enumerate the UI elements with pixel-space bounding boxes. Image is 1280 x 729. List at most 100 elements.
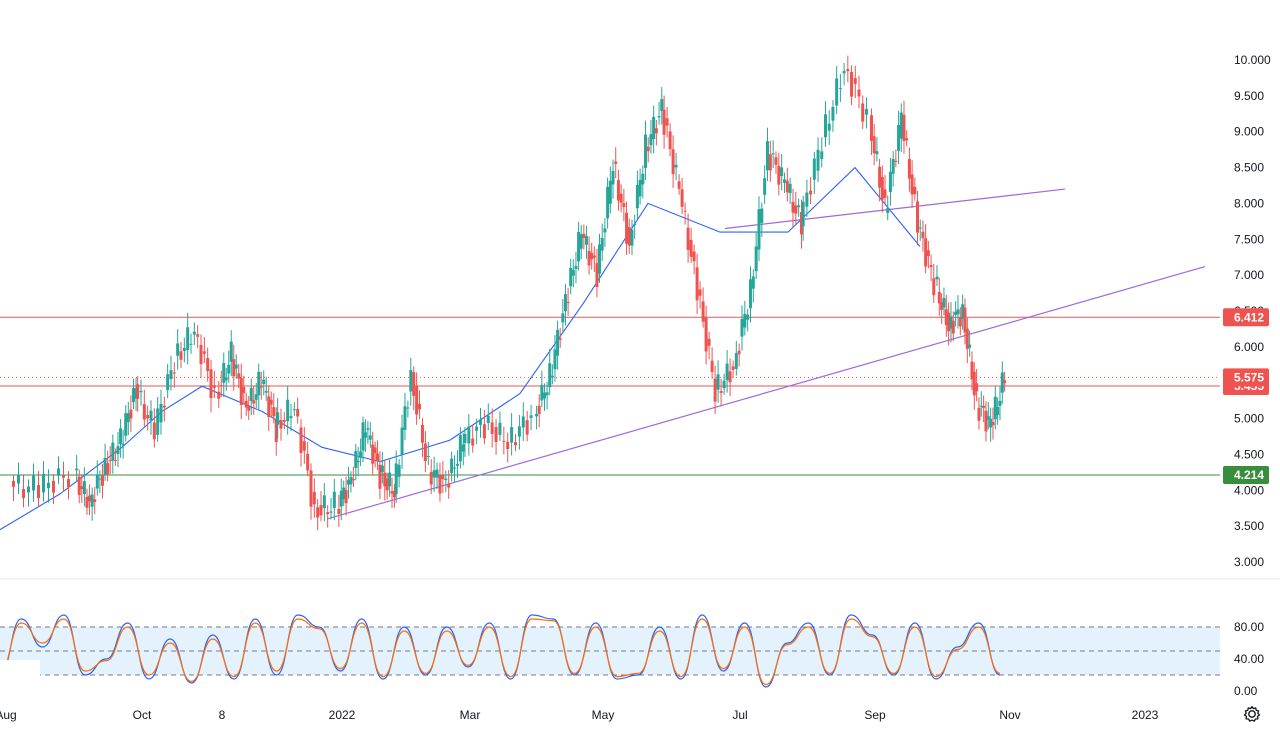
price-tag (1223, 368, 1269, 387)
candle (777, 165, 781, 185)
candle (619, 193, 623, 203)
stochastic-d-line (0, 618, 1001, 686)
candle (467, 426, 471, 444)
candle (309, 470, 313, 507)
candle (582, 233, 586, 238)
candle (322, 495, 326, 509)
candle (878, 166, 882, 188)
candle (984, 410, 988, 432)
stochastic-axis[interactable]: 80.00 40.00 0.00 (1234, 620, 1264, 698)
settings-button[interactable] (1242, 704, 1262, 724)
candle (400, 427, 404, 455)
candle (864, 108, 868, 115)
candle (57, 468, 60, 476)
candle (237, 373, 241, 379)
price-tick-label: 8.000 (1234, 196, 1264, 210)
candle (351, 478, 355, 481)
candle (975, 383, 979, 392)
candle (262, 379, 266, 385)
price-tick-label: 7.500 (1234, 232, 1264, 246)
candle (958, 317, 962, 327)
candle (577, 232, 581, 262)
candle (771, 153, 775, 155)
candle (566, 302, 570, 304)
candle (159, 403, 163, 423)
candle (441, 475, 445, 480)
candle (707, 338, 711, 346)
candle (791, 201, 795, 213)
gear-icon (1243, 705, 1261, 722)
candle (426, 455, 430, 457)
candle (279, 419, 283, 429)
candle (332, 491, 336, 508)
candle (88, 495, 92, 502)
candle (563, 294, 567, 312)
candle (85, 496, 89, 508)
candle (447, 483, 451, 488)
candle (644, 134, 648, 168)
candle (649, 134, 653, 146)
candle (354, 451, 358, 468)
candle (420, 424, 424, 443)
candle (926, 250, 930, 256)
candle (556, 329, 560, 356)
candle (799, 212, 803, 235)
candle (390, 491, 394, 494)
candle (942, 298, 946, 308)
candle (751, 276, 755, 289)
candle (196, 334, 200, 337)
candle (633, 224, 637, 226)
candle (743, 313, 747, 328)
candle (363, 432, 367, 438)
price-tick-label: 3.000 (1234, 555, 1264, 569)
candle (339, 490, 343, 507)
candle (630, 229, 634, 246)
candle (899, 112, 903, 139)
candle (611, 170, 615, 185)
price-pane[interactable] (0, 55, 1280, 580)
candle (142, 404, 146, 420)
candle (27, 486, 30, 493)
candle (998, 400, 1002, 406)
candle (780, 167, 784, 176)
candle (597, 244, 601, 274)
time-axis[interactable]: Aug Oct 8 2022 Mar May Jul Sep Nov 2023 (0, 708, 1159, 722)
candle (635, 184, 639, 209)
candle (415, 385, 419, 415)
candle (217, 391, 221, 399)
candle (963, 307, 967, 333)
candle (668, 131, 672, 150)
candle (542, 392, 546, 399)
price-tag-label: 5.575 (1234, 370, 1264, 384)
candle (846, 69, 850, 72)
candle (264, 390, 268, 393)
candle (113, 459, 117, 461)
candle (100, 475, 104, 486)
candle (680, 189, 684, 207)
candle (692, 251, 696, 262)
price-tag (1223, 308, 1269, 327)
candle (482, 424, 486, 439)
candle (224, 377, 228, 381)
time-tick-label: Sep (864, 708, 886, 722)
candle (801, 201, 805, 227)
candle (403, 406, 407, 430)
candle (989, 418, 993, 428)
candle (996, 406, 1000, 416)
stochastic-pane[interactable] (0, 614, 1220, 688)
candle (880, 176, 884, 200)
candle (356, 460, 360, 463)
candle (259, 385, 263, 388)
candle (206, 358, 210, 372)
candle (254, 394, 258, 400)
candle (366, 428, 370, 430)
candle (606, 186, 610, 219)
candle (212, 385, 216, 388)
candle (162, 405, 166, 408)
price-tag-label: 4.214 (1234, 468, 1264, 482)
candle (455, 464, 459, 466)
candle (98, 478, 102, 480)
candle (247, 406, 251, 411)
